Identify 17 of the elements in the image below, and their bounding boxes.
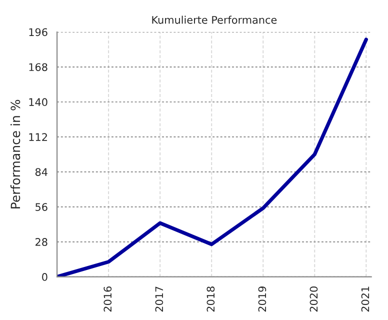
y-tick-label: 112 [29, 133, 47, 141]
y-axis-title: Performance in % [10, 100, 20, 208]
y-tick-label: 196 [29, 28, 48, 36]
x-tick-label: 2020 [310, 286, 318, 312]
y-tick-label: 56 [36, 203, 48, 211]
y-tick-label: 84 [35, 168, 48, 176]
x-tick-label: 2019 [258, 286, 266, 312]
y-tick-label: 168 [29, 63, 48, 72]
x-tick-label: 2018 [206, 286, 215, 312]
x-tick-label: 2017 [155, 286, 164, 312]
y-tick-label: 0 [42, 273, 48, 281]
x-tick-label: 2016 [104, 286, 112, 312]
line-series [57, 38, 368, 277]
chart-title: Kumulierte Performance [152, 16, 277, 24]
y-tick-label: 28 [36, 238, 48, 246]
y-tick-label: 140 [29, 98, 48, 106]
x-tick-label: 2021 [361, 286, 370, 312]
